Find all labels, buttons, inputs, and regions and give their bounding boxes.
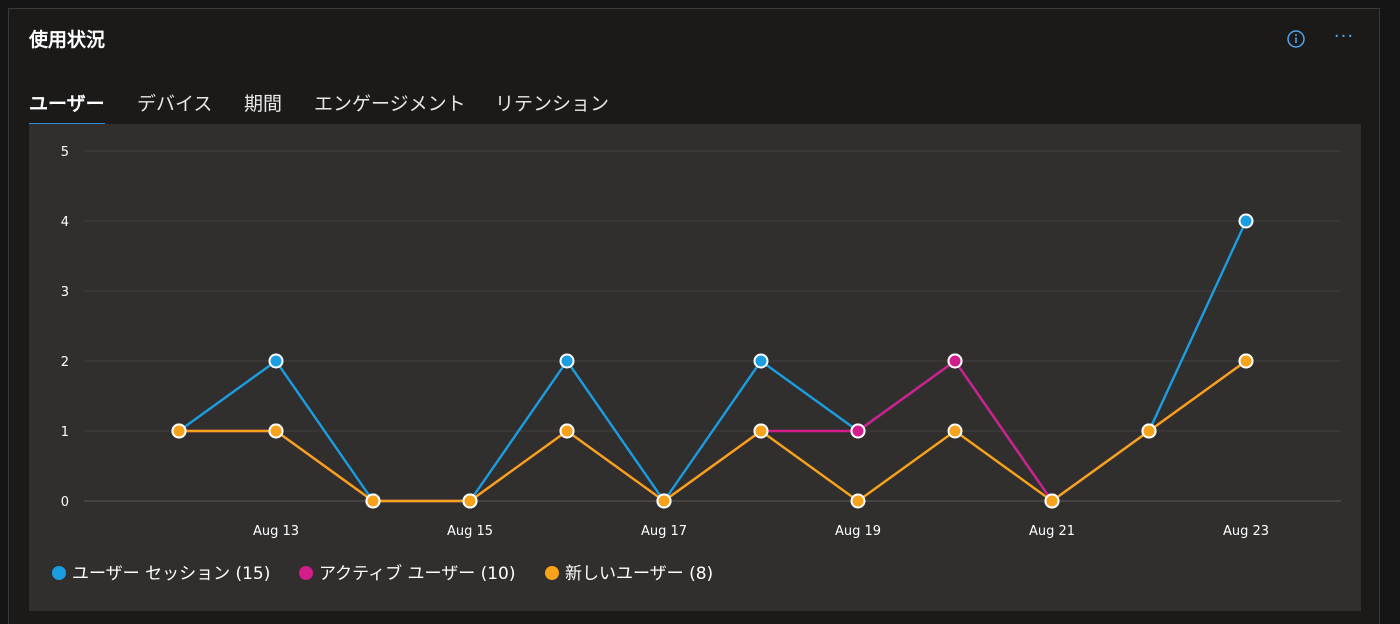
legend-item-active-users[interactable]: アクティブ ユーザー (10): [299, 559, 516, 584]
data-point: [365, 493, 381, 509]
usage-card: 使用状況 ··· ユーザー デバイス 期間 エンゲージメント リテンション 0 1…: [8, 8, 1380, 624]
tab-label: デバイス: [137, 93, 213, 115]
tab-devices[interactable]: デバイス: [137, 89, 212, 125]
data-point: [171, 423, 187, 439]
series-line: [179, 360, 1247, 503]
data-point: [850, 423, 866, 439]
legend-label: 新しいユーザー (8): [565, 564, 714, 584]
data-point: [1238, 213, 1254, 229]
data-point: [1044, 493, 1060, 509]
y-tick-label: 0: [61, 495, 69, 510]
data-point: [268, 423, 284, 439]
tab-users[interactable]: ユーザー: [29, 89, 105, 126]
data-point: [559, 423, 575, 439]
data-point: [753, 353, 769, 369]
tab-label: リテンション: [495, 93, 610, 115]
x-tick-label: Aug 15: [447, 524, 493, 539]
data-point: [559, 353, 575, 369]
tab-retention[interactable]: リテンション: [495, 89, 609, 125]
tab-label: 期間: [244, 93, 283, 115]
y-tick-label: 4: [61, 215, 69, 230]
info-icon[interactable]: [1287, 30, 1305, 48]
y-tick-label: 3: [61, 285, 69, 300]
legend-label: ユーザー セッション (15): [72, 564, 271, 584]
line-chart: 0 1 2 3 4 5 Aug 13 Aug 15 Aug 17 Aug 19 Aug 21 Aug …: [61, 145, 1341, 539]
legend-label: アクティブ ユーザー (10): [319, 564, 516, 584]
tab-label: ユーザー: [29, 93, 105, 115]
legend-dot-new-users: [545, 566, 559, 580]
tab-engagement[interactable]: エンゲージメント: [314, 89, 466, 125]
legend-dot-active-users: [299, 566, 313, 580]
data-point: [850, 493, 866, 509]
x-tick-label: Aug 21: [1029, 524, 1075, 539]
data-point: [1141, 423, 1157, 439]
y-tick-label: 2: [61, 355, 69, 370]
card-title: 使用状況: [29, 29, 106, 51]
data-point: [462, 493, 478, 509]
x-tick-label: Aug 17: [641, 524, 687, 539]
data-point: [656, 493, 672, 509]
x-tick-label: Aug 19: [835, 524, 881, 539]
x-tick-label: Aug 23: [1223, 524, 1269, 539]
y-tick-label: 1: [61, 425, 69, 440]
more-icon[interactable]: ···: [1333, 26, 1355, 47]
tab-label: エンゲージメント: [314, 93, 466, 115]
data-point: [1238, 353, 1254, 369]
legend-item-new-users[interactable]: 新しいユーザー (8): [545, 559, 714, 584]
data-point: [268, 353, 284, 369]
data-point: [753, 423, 769, 439]
legend-item-sessions[interactable]: ユーザー セッション (15): [52, 559, 271, 584]
y-tick-label: 5: [61, 145, 69, 160]
data-point: [947, 353, 963, 369]
data-point: [947, 423, 963, 439]
tab-duration[interactable]: 期間: [244, 89, 282, 125]
legend-dot-sessions: [52, 566, 66, 580]
x-tick-label: Aug 13: [253, 524, 299, 539]
chart-area: 0 1 2 3 4 5 Aug 13 Aug 15 Aug 17 Aug 19 Aug 21 Aug …: [29, 124, 1361, 611]
